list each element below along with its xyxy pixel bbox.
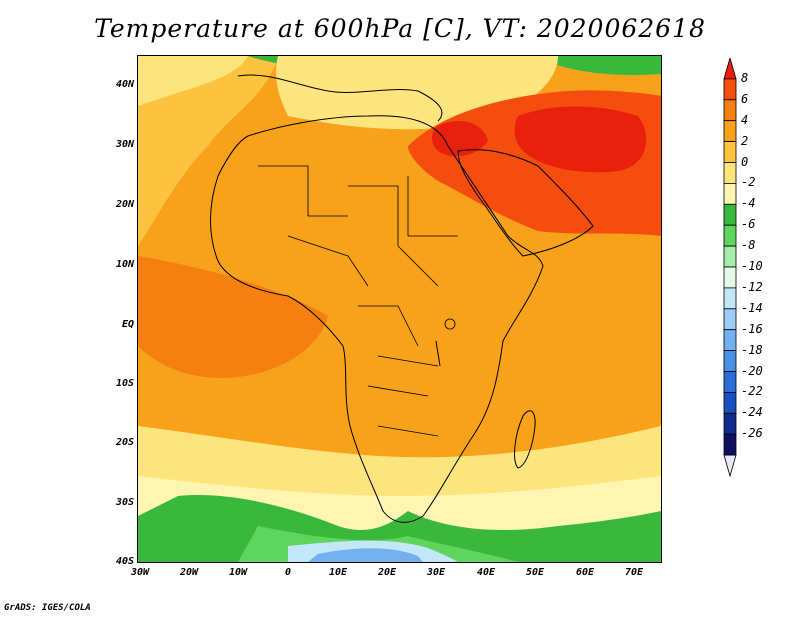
colorbar-top-arrow bbox=[723, 58, 737, 80]
colorbar-label: -26 bbox=[741, 426, 763, 441]
lon-label-30w: 30W bbox=[130, 567, 150, 578]
colorbar-swatch bbox=[723, 308, 737, 331]
colorbar-swatch bbox=[723, 99, 737, 122]
lon-label-10e: 10E bbox=[328, 567, 348, 578]
colorbar-swatch bbox=[723, 433, 737, 456]
madagascar-outline bbox=[514, 410, 536, 469]
colorbar-swatch bbox=[723, 287, 737, 310]
lat-label-10n: 10N bbox=[115, 259, 134, 270]
field-ne-green bbox=[538, 56, 661, 76]
colorbar-swatch bbox=[723, 329, 737, 352]
colorbar-label: 8 bbox=[741, 70, 749, 85]
colorbar-swatch bbox=[723, 245, 737, 268]
colorbar-label: -12 bbox=[741, 279, 763, 294]
colorbar-label: -16 bbox=[741, 321, 763, 336]
field-north-atlantic bbox=[138, 56, 278, 246]
field-indian-ocean bbox=[518, 246, 661, 476]
lat-label-30s: 30S bbox=[115, 497, 134, 508]
colorbar-label: 0 bbox=[741, 154, 749, 169]
colorbar-label: 4 bbox=[741, 112, 749, 127]
colorbar-swatch bbox=[723, 371, 737, 393]
colorbar-swatch bbox=[723, 183, 737, 205]
map-title: Temperature at 600hPa [C], VT: 202006261… bbox=[94, 14, 706, 43]
colorbar-label: 2 bbox=[741, 133, 749, 148]
colorbar-label: -10 bbox=[741, 259, 763, 273]
field-middle-east-core-2 bbox=[432, 121, 488, 157]
colorbar-swatch bbox=[723, 203, 737, 226]
lon-label-60e: 60E bbox=[575, 567, 595, 578]
lake-tanganyika bbox=[435, 340, 441, 367]
colorbar-label: -6 bbox=[741, 217, 756, 232]
colorbar-swatch bbox=[723, 78, 737, 101]
colorbar-bottom-arrow bbox=[723, 454, 737, 478]
country-borders bbox=[258, 165, 458, 437]
colorbar-swatch bbox=[723, 141, 737, 163]
lat-label-30n: 30N bbox=[115, 139, 134, 150]
colorbar-label: -8 bbox=[741, 238, 756, 253]
lat-label-10s: 10S bbox=[115, 378, 134, 389]
lat-label-20s: 20S bbox=[115, 437, 134, 448]
lat-label-eq: EQ bbox=[121, 319, 134, 330]
colorbar-label: -20 bbox=[741, 363, 763, 378]
lat-label-40n: 40N bbox=[115, 79, 134, 90]
lon-label-50e: 50E bbox=[525, 567, 545, 578]
colorbar-swatch bbox=[723, 162, 737, 184]
colorbar-swatch bbox=[723, 120, 737, 143]
colorbar-swatch bbox=[723, 224, 737, 247]
lon-label-70e: 70E bbox=[624, 567, 644, 578]
lon-label-20w: 20W bbox=[179, 567, 199, 578]
colorbar-label: -24 bbox=[741, 405, 763, 420]
colorbar-label: -18 bbox=[741, 342, 763, 357]
lon-label-30e: 30E bbox=[426, 567, 446, 578]
africa-outline bbox=[210, 115, 544, 523]
lon-label-0: 0 bbox=[284, 567, 292, 578]
lon-label-10w: 10W bbox=[228, 567, 248, 578]
colorbar bbox=[723, 58, 737, 478]
colorbar-label: -4 bbox=[741, 196, 756, 211]
lake-victoria bbox=[444, 318, 456, 330]
arabia-outline bbox=[457, 149, 594, 257]
field-middle-east-core bbox=[514, 106, 647, 173]
grads-credit: GrADS: IGES/COLA bbox=[4, 603, 91, 613]
colorbar-label: -14 bbox=[741, 300, 763, 315]
lon-label-20e: 20E bbox=[377, 567, 397, 578]
colorbar-swatch bbox=[723, 412, 737, 435]
colorbar-swatch bbox=[723, 266, 737, 289]
colorbar-label: 6 bbox=[741, 91, 749, 106]
colorbar-label: -2 bbox=[741, 175, 756, 190]
lon-label-40e: 40E bbox=[476, 567, 496, 578]
field-gulf-guinea bbox=[138, 256, 328, 378]
field-south-blue bbox=[308, 548, 423, 562]
lat-label-20n: 20N bbox=[115, 199, 134, 210]
europe-coast bbox=[237, 74, 443, 122]
colorbar-swatch bbox=[723, 391, 737, 414]
temperature-map bbox=[137, 55, 662, 563]
field-north-cool bbox=[138, 56, 248, 106]
lat-label-40s: 40S bbox=[115, 556, 134, 567]
colorbar-label: -22 bbox=[741, 384, 763, 399]
colorbar-swatch bbox=[723, 350, 737, 372]
